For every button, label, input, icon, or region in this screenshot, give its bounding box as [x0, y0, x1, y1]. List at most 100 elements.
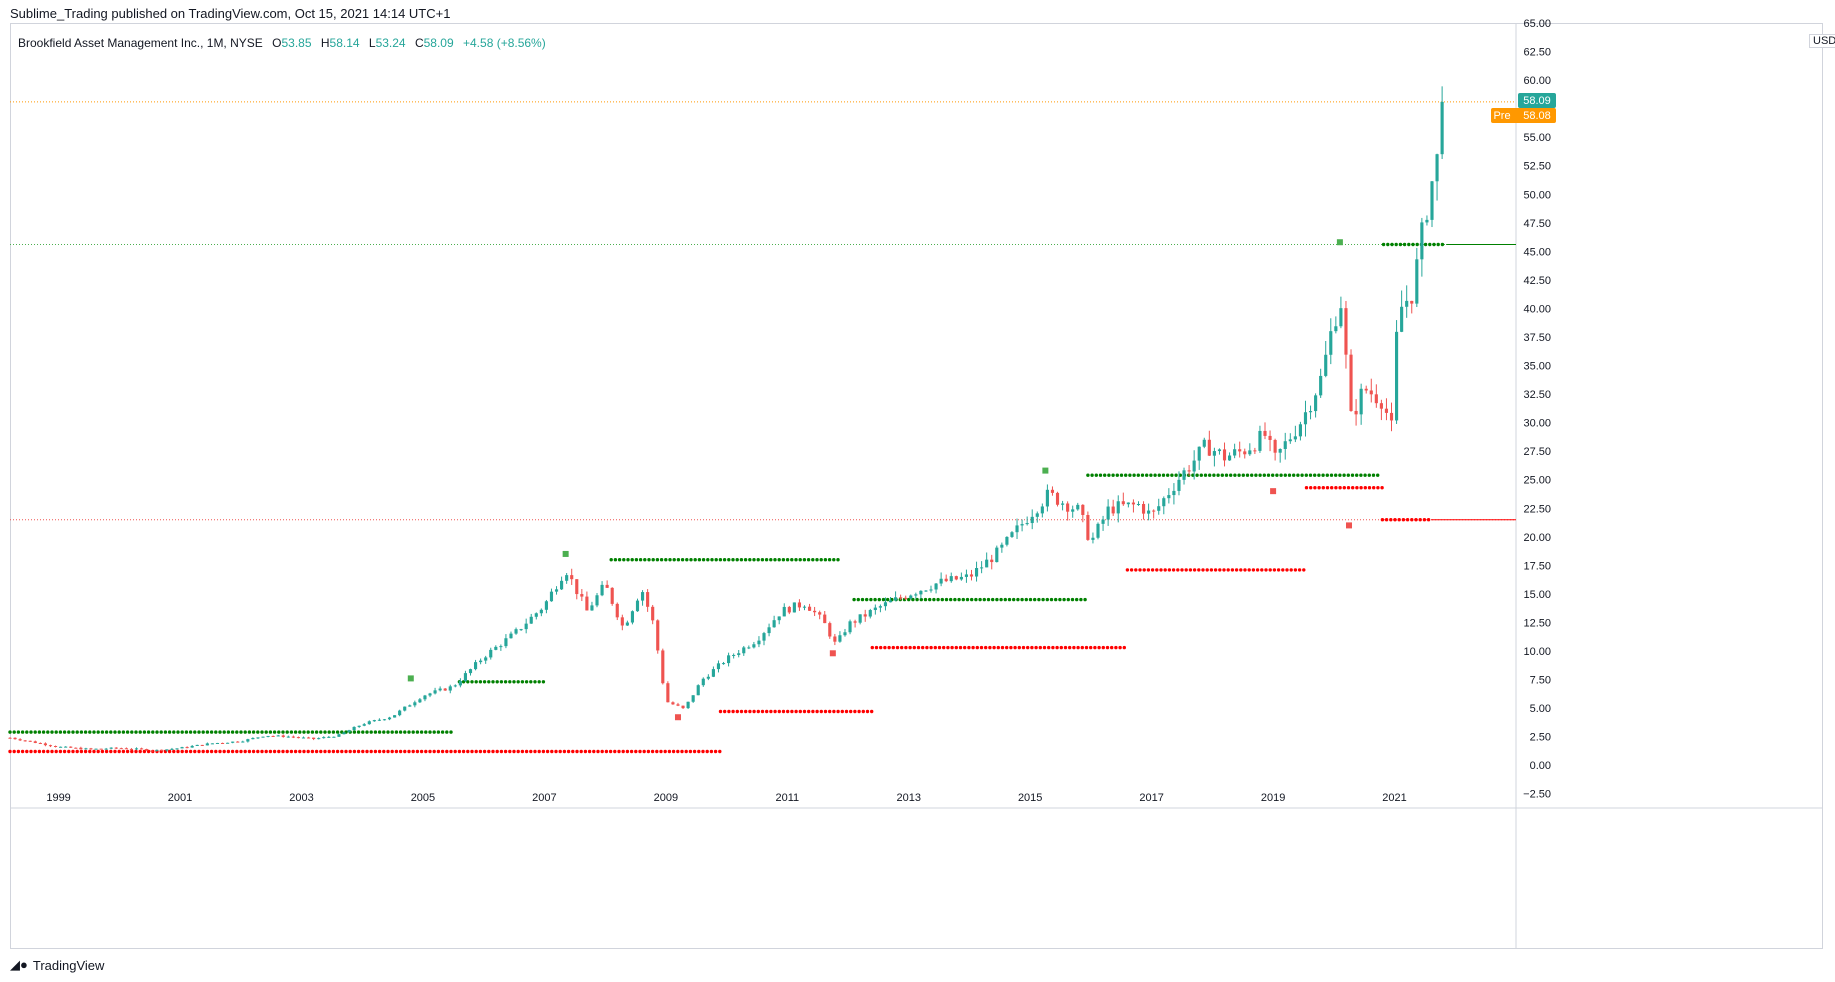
- resistance-dot: [1192, 568, 1197, 572]
- resistance-dot: [205, 749, 210, 754]
- resistance-dot: [739, 709, 744, 714]
- support-dot: [1136, 473, 1141, 477]
- price-tick-label: 62.50: [1523, 47, 1551, 59]
- support-dot: [75, 730, 79, 734]
- support-dot: [923, 597, 928, 602]
- resistance-dot: [184, 749, 189, 754]
- support-dot: [1317, 473, 1321, 477]
- resistance-dot: [1125, 568, 1130, 572]
- support-dot: [209, 730, 214, 734]
- resistance-dot: [613, 749, 617, 754]
- pivot-high-marker: [1042, 467, 1049, 474]
- footer-brand[interactable]: ◢● TradingView: [10, 957, 104, 973]
- candle-body: [38, 742, 42, 744]
- support-dot: [130, 730, 134, 734]
- support-dot: [508, 680, 512, 684]
- candle-body: [646, 592, 650, 607]
- resistance-dot: [1389, 518, 1393, 522]
- high-label: H: [320, 36, 330, 50]
- candle-body: [828, 623, 832, 637]
- support-dot: [886, 597, 890, 602]
- candle-body: [1283, 441, 1287, 450]
- resistance-dot: [705, 749, 709, 754]
- resistance-dot: [937, 645, 942, 650]
- support-dot: [407, 730, 411, 734]
- candle-body: [1324, 354, 1328, 376]
- pivot-low-marker: [674, 714, 681, 721]
- resistance-dot: [1034, 645, 1038, 650]
- support-dot: [58, 730, 63, 734]
- resistance-dot: [950, 645, 954, 650]
- resistance-dot: [1118, 645, 1122, 650]
- candle-body: [823, 614, 827, 624]
- candle-body: [1086, 514, 1090, 540]
- support-dot: [474, 680, 478, 684]
- candle-body: [8, 737, 12, 739]
- candle-body: [69, 746, 73, 748]
- candle-body: [1147, 510, 1151, 514]
- resistance-dot: [625, 749, 630, 754]
- resistance-dot: [1055, 645, 1059, 650]
- candle-body: [352, 726, 356, 731]
- candle-body: [934, 583, 938, 590]
- support-dot: [1028, 597, 1033, 602]
- currency-label[interactable]: USD: [1809, 34, 1835, 48]
- candle-body: [959, 576, 963, 580]
- candle-body: [732, 654, 736, 656]
- support-dot: [365, 730, 369, 734]
- candle-body: [1415, 259, 1419, 304]
- candle-body: [468, 669, 473, 674]
- candle-body: [772, 620, 776, 628]
- candle-body: [1152, 510, 1156, 512]
- support-dot: [512, 680, 516, 684]
- candle-body: [59, 746, 63, 748]
- support-dot: [193, 730, 197, 734]
- support-dot: [659, 558, 664, 562]
- resistance-dot: [491, 749, 495, 754]
- support-dot: [1090, 473, 1094, 477]
- resistance-dot: [214, 749, 218, 754]
- support-dot: [760, 558, 765, 562]
- resistance-dot: [482, 749, 487, 754]
- resistance-dot: [1110, 645, 1114, 650]
- close-label: C: [414, 36, 424, 50]
- candle-body: [1410, 300, 1414, 304]
- support-dot: [676, 558, 681, 562]
- support-dot: [697, 558, 702, 562]
- resistance-dot: [218, 749, 222, 754]
- candle-body: [777, 616, 781, 621]
- candle-body: [1400, 306, 1404, 332]
- support-dot: [478, 680, 483, 684]
- support-dot: [151, 730, 155, 734]
- price-tick-label: 27.50: [1523, 446, 1551, 458]
- support-dot: [1058, 597, 1062, 602]
- resistance-dot: [895, 645, 900, 650]
- candle-body: [175, 748, 179, 750]
- support-dot: [1049, 597, 1054, 602]
- resistance-dot: [954, 645, 958, 650]
- support-dot: [1436, 242, 1440, 247]
- candle-body: [347, 730, 351, 733]
- candle-body: [114, 747, 118, 749]
- support-dot: [1325, 473, 1330, 477]
- resistance-dot: [1013, 645, 1017, 650]
- support-dot: [499, 680, 504, 684]
- support-dot: [836, 558, 840, 562]
- candle-body: [251, 737, 255, 740]
- resistance-dot: [608, 749, 613, 754]
- resistance-dot: [201, 749, 205, 754]
- candle-body: [33, 741, 37, 743]
- pre-market-badge: [1491, 108, 1556, 123]
- support-dot: [121, 730, 126, 734]
- resistance-dot: [697, 749, 701, 754]
- open-value: 53.85: [281, 36, 312, 50]
- support-dot: [727, 558, 731, 562]
- resistance-dot: [1205, 568, 1209, 572]
- support-dot: [1208, 473, 1212, 477]
- resistance-dot: [756, 709, 760, 714]
- candle-body: [615, 603, 619, 618]
- candle-body: [894, 597, 898, 601]
- support-dot: [718, 558, 723, 562]
- candle-body: [787, 606, 791, 613]
